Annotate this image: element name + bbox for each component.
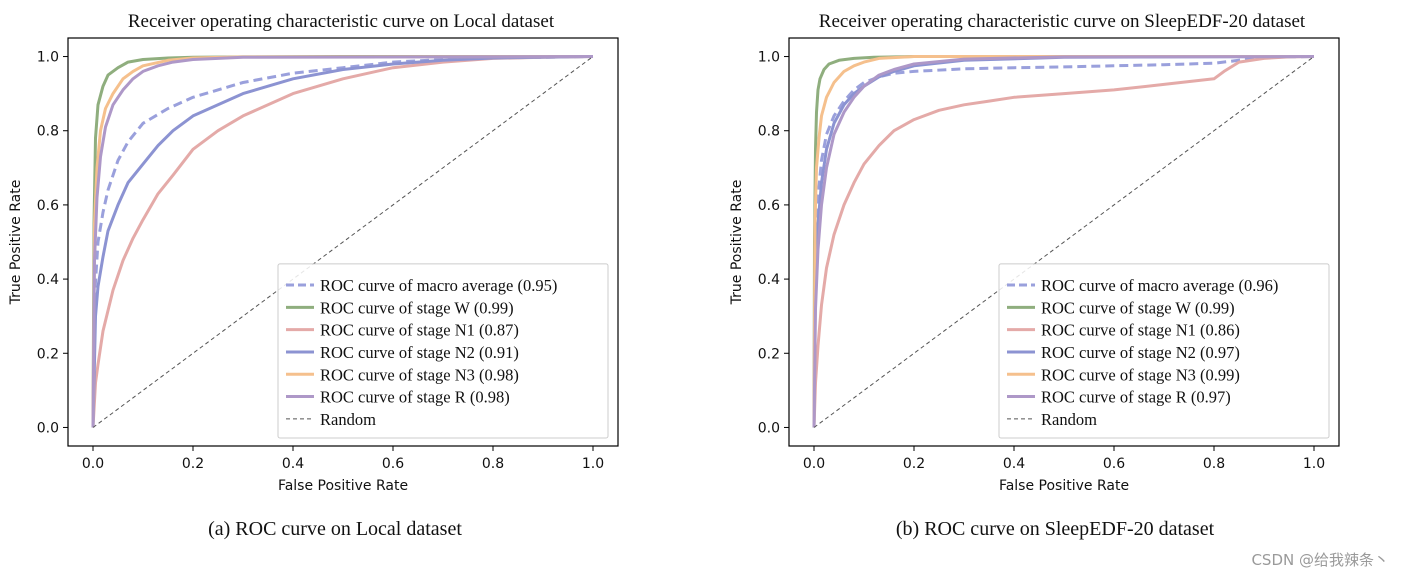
legend-label: ROC curve of stage N2 (0.91)	[320, 343, 519, 362]
y-tick-label: 0.6	[37, 198, 59, 214]
y-tick-label: 0.8	[758, 124, 780, 140]
x-tick-label: 0.6	[1103, 456, 1125, 472]
y-tick-label: 0.4	[37, 272, 59, 288]
random-baseline-line	[92, 56, 594, 428]
legend-label: ROC curve of stage W (0.99)	[320, 298, 514, 317]
series-line-5	[91, 55, 594, 428]
x-tick-label: 0.8	[482, 456, 504, 472]
legend-label: Random	[320, 410, 376, 429]
caption-a: (a) ROC curve on Local dataset	[208, 518, 462, 540]
x-axis-label: False Positive Rate	[278, 478, 408, 494]
y-tick-label: 0.8	[37, 124, 59, 140]
legend: ROC curve of macro average (0.96) ROC cur…	[998, 263, 1330, 439]
legend-label: ROC curve of stage W (0.99)	[1041, 298, 1235, 317]
series-lines	[812, 55, 1315, 428]
x-axis-label: False Positive Rate	[999, 478, 1129, 494]
chart-title: Receiver operating characteristic curve …	[819, 11, 1306, 32]
plot-frame	[788, 37, 1340, 447]
series-line-2	[812, 55, 1315, 428]
series-line-5	[812, 55, 1315, 428]
x-tick-label: 1.0	[582, 456, 604, 472]
legend-box	[998, 263, 1330, 439]
watermark: CSDN @给我辣条丶	[1251, 551, 1389, 569]
legend-label: ROC curve of stage R (0.97)	[1041, 388, 1231, 407]
y-tick-label: 0.4	[758, 272, 780, 288]
x-tick-label: 0.2	[903, 456, 925, 472]
legend-label: ROC curve of stage N2 (0.97)	[1041, 343, 1240, 362]
legend-label: ROC curve of macro average (0.96)	[1041, 276, 1278, 295]
series-line-3	[91, 55, 594, 428]
x-tick-label: 1.0	[1303, 456, 1325, 472]
random-baseline-line	[813, 56, 1315, 428]
caption-b: (b) ROC curve on SleepEDF-20 dataset	[895, 518, 1215, 540]
legend-label: Random	[1041, 410, 1097, 429]
x-tick-label: 0.4	[1003, 456, 1025, 472]
plot-frame	[67, 37, 619, 447]
legend-label: ROC curve of stage N3 (0.99)	[1041, 365, 1240, 384]
y-tick-label: 0.2	[37, 346, 59, 362]
x-tick-label: 0.8	[1203, 456, 1225, 472]
series-lines	[91, 55, 594, 428]
x-tick-label: 0.2	[182, 456, 204, 472]
legend-label: ROC curve of stage N1 (0.86)	[1041, 321, 1240, 340]
series-line-4	[812, 55, 1314, 428]
legend-label: ROC curve of stage N1 (0.87)	[320, 321, 519, 340]
series-line-1	[812, 55, 1314, 428]
chart-title: Receiver operating characteristic curve …	[128, 11, 555, 32]
y-tick-label: 0.2	[758, 346, 780, 362]
legend-box	[277, 263, 609, 439]
y-tick-label: 1.0	[758, 50, 780, 66]
x-tick-label: 0.6	[382, 456, 404, 472]
y-axis-label: True Positive Rate	[729, 180, 745, 306]
y-tick-label: 0.0	[758, 420, 780, 436]
x-tick-label: 0.0	[82, 456, 104, 472]
legend: ROC curve of macro average (0.95) ROC cur…	[277, 263, 609, 439]
y-tick-label: 1.0	[37, 50, 59, 66]
y-axis-label: True Positive Rate	[8, 180, 24, 306]
legend-label: ROC curve of stage N3 (0.98)	[320, 365, 519, 384]
chart-panel-1: Receiver operating characteristic curve …	[729, 11, 1340, 494]
x-tick-label: 0.4	[282, 456, 304, 472]
legend-label: ROC curve of stage R (0.98)	[320, 388, 510, 407]
x-tick-label: 0.0	[803, 456, 825, 472]
y-tick-label: 0.6	[758, 198, 780, 214]
series-line-0	[812, 55, 1315, 428]
series-line-2	[91, 55, 594, 428]
chart-panel-0: Receiver operating characteristic curve …	[8, 11, 619, 494]
legend-label: ROC curve of macro average (0.95)	[320, 276, 557, 295]
y-tick-label: 0.0	[37, 420, 59, 436]
